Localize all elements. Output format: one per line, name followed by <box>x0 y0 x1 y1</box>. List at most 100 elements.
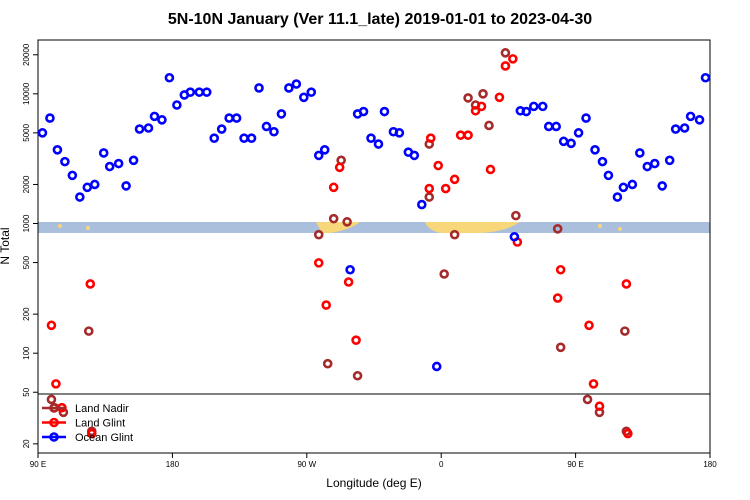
point <box>358 106 369 117</box>
point <box>521 106 532 117</box>
point <box>134 124 145 134</box>
point <box>485 164 496 175</box>
point <box>679 123 690 133</box>
point <box>566 138 576 149</box>
point <box>60 156 70 167</box>
point <box>352 370 363 381</box>
point <box>597 156 608 167</box>
point <box>455 130 466 140</box>
point <box>216 124 227 134</box>
point <box>157 115 167 125</box>
point <box>194 87 205 97</box>
point <box>321 300 332 310</box>
point <box>642 161 653 172</box>
point <box>685 111 696 122</box>
x-axis-label: Longitude (deg E) <box>326 476 421 490</box>
point <box>276 109 287 119</box>
point <box>621 279 632 289</box>
point <box>618 182 629 193</box>
legend-label: Ocean Glint <box>75 432 133 444</box>
point <box>449 229 460 240</box>
point <box>573 128 584 138</box>
point <box>612 192 623 202</box>
legend-marker <box>49 432 59 442</box>
point <box>394 128 405 138</box>
point <box>476 101 487 112</box>
x-tick-label: 90 W <box>297 460 316 469</box>
point <box>433 160 444 171</box>
point <box>334 162 345 173</box>
point <box>254 83 264 93</box>
point <box>231 113 242 123</box>
point <box>584 320 594 331</box>
point <box>528 101 539 112</box>
x-tick-label: 0 <box>439 460 444 469</box>
point <box>313 229 324 240</box>
point <box>345 264 355 275</box>
point <box>209 133 220 143</box>
point <box>306 87 317 97</box>
point <box>37 128 48 138</box>
point <box>500 61 511 71</box>
point <box>470 105 481 116</box>
point <box>594 401 605 412</box>
point <box>46 320 57 331</box>
point <box>224 113 234 123</box>
point <box>45 113 55 123</box>
point <box>98 148 109 158</box>
point <box>552 293 563 303</box>
point <box>484 120 494 131</box>
point <box>86 428 97 439</box>
y-tick-label: 100 <box>22 346 31 360</box>
point <box>543 121 554 132</box>
point <box>185 87 196 97</box>
point <box>51 379 61 389</box>
point <box>623 428 633 439</box>
point <box>509 231 520 242</box>
point <box>582 394 593 405</box>
point <box>328 213 339 224</box>
point <box>319 145 330 155</box>
point <box>555 342 566 353</box>
point <box>52 145 63 155</box>
point <box>313 258 324 268</box>
point <box>291 79 302 89</box>
point <box>508 54 518 64</box>
point <box>261 121 272 132</box>
point <box>657 181 668 191</box>
x-tick-label: 90 E <box>30 460 46 469</box>
point <box>351 335 361 345</box>
y-tick-label: 20000 <box>22 43 31 66</box>
point <box>104 161 115 172</box>
point <box>664 155 675 166</box>
point <box>439 269 449 279</box>
point <box>75 192 85 202</box>
point <box>322 358 333 369</box>
point <box>85 279 96 289</box>
point <box>511 210 521 221</box>
point <box>670 124 681 134</box>
point <box>201 87 212 97</box>
point <box>424 183 435 194</box>
point <box>494 92 505 103</box>
legend-marker <box>49 417 59 428</box>
point <box>82 182 93 193</box>
point <box>373 139 384 149</box>
point <box>463 93 473 103</box>
point <box>581 113 591 123</box>
point <box>700 72 711 83</box>
point <box>313 150 324 161</box>
legend-label: Land Glint <box>75 418 125 430</box>
point <box>627 179 638 190</box>
chart-title: 5N-10N January (Ver 11.1_late) 2019-01-0… <box>168 11 592 28</box>
point <box>128 155 139 166</box>
y-tick-label: 500 <box>22 255 31 269</box>
x-tick-label: 180 <box>703 460 717 469</box>
point <box>500 48 511 58</box>
point <box>269 126 279 137</box>
point <box>478 89 488 99</box>
point <box>440 183 451 194</box>
point <box>366 133 376 143</box>
legend-label: Land Nadir <box>75 403 129 415</box>
